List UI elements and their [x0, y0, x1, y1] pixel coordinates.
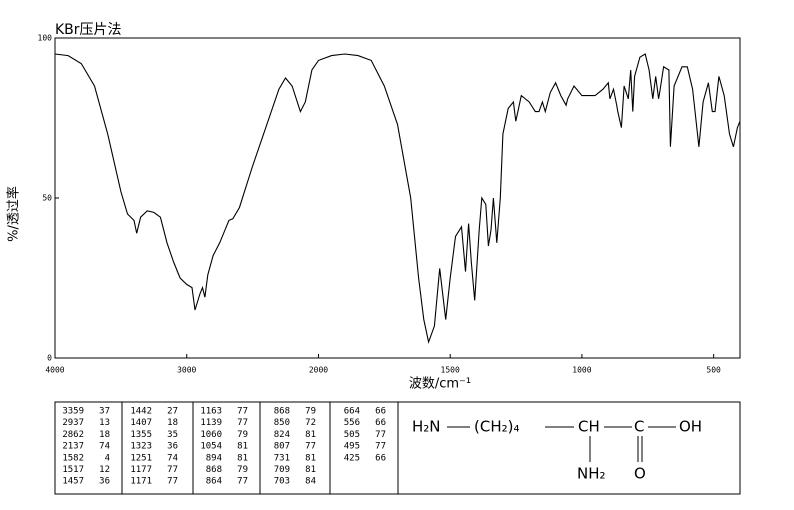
peak-transmittance: 77: [237, 407, 248, 417]
peak-wavenumber: 731: [274, 453, 290, 463]
peak-wavenumber: 505: [344, 430, 360, 440]
chem-group: (CH₂)₄: [474, 418, 519, 436]
chem-group: OH: [679, 418, 702, 436]
peak-transmittance: 84: [305, 477, 316, 487]
table-dividers: [121, 402, 399, 494]
chart-title: KBr压片法: [55, 22, 122, 38]
peak-wavenumber: 1457: [62, 477, 84, 487]
peak-wavenumber: 703: [274, 477, 290, 487]
peak-transmittance: 13: [99, 418, 110, 428]
peak-transmittance: 81: [237, 453, 248, 463]
peak-wavenumber: 824: [274, 430, 290, 440]
peak-wavenumber: 1054: [200, 442, 222, 452]
peak-transmittance: 74: [167, 453, 178, 463]
chem-group: C: [634, 418, 644, 436]
peak-wavenumber: 556: [344, 418, 360, 428]
structure: H₂N (CH₂)₄ CH C OH NH₂ O: [412, 418, 702, 483]
peak-transmittance: 4: [105, 453, 110, 463]
peak-transmittance: 18: [167, 418, 178, 428]
peak-wavenumber: 1060: [200, 430, 222, 440]
peak-wavenumber: 1323: [130, 442, 152, 452]
peak-transmittance: 81: [237, 442, 248, 452]
peak-transmittance: 36: [99, 477, 110, 487]
peak-wavenumber: 1163: [200, 407, 222, 417]
peak-transmittance: 79: [237, 430, 248, 440]
peak-wavenumber: 1582: [62, 453, 84, 463]
peak-wavenumber: 1442: [130, 407, 152, 417]
peak-transmittance: 77: [375, 442, 386, 452]
peak-wavenumber: 1139: [200, 418, 222, 428]
peak-wavenumber: 3359: [62, 407, 84, 417]
peak-transmittance: 66: [375, 418, 386, 428]
peak-wavenumber: 2937: [62, 418, 84, 428]
peak-transmittance: 79: [237, 465, 248, 475]
peak-wavenumber: 495: [344, 442, 360, 452]
spectrum-line: [54, 53, 741, 344]
x-tick-label: 3000: [177, 366, 196, 375]
peak-wavenumber: 2862: [62, 430, 84, 440]
peak-transmittance: 81: [305, 465, 316, 475]
y-tick-label: 0: [47, 354, 52, 363]
peak-transmittance: 72: [305, 418, 316, 428]
plot-frame: [54, 37, 741, 359]
peak-transmittance: 37: [99, 407, 110, 417]
peak-transmittance: 18: [99, 430, 110, 440]
peak-transmittance: 79: [305, 407, 316, 417]
peak-transmittance: 77: [305, 442, 316, 452]
peak-transmittance: 77: [375, 430, 386, 440]
peak-wavenumber: 709: [274, 465, 290, 475]
y-tick-label: 100: [38, 34, 53, 43]
peak-wavenumber: 850: [274, 418, 290, 428]
x-tick-label: 1000: [572, 366, 591, 375]
x-tick-label: 2000: [309, 366, 328, 375]
peak-transmittance: 77: [237, 418, 248, 428]
chem-group: H₂N: [412, 418, 441, 436]
peak-wavenumber: 1251: [130, 453, 152, 463]
peak-transmittance: 36: [167, 442, 178, 452]
peak-wavenumber: 894: [206, 453, 222, 463]
x-tick-label: 500: [706, 366, 721, 375]
y-axis-label: %/透过率: [6, 186, 22, 242]
chem-group: O: [634, 465, 646, 483]
peak-transmittance: 81: [305, 430, 316, 440]
peak-wavenumber: 1355: [130, 430, 152, 440]
peak-wavenumber: 868: [206, 465, 222, 475]
peak-wavenumber: 425: [344, 453, 360, 463]
peak-wavenumber: 1407: [130, 418, 152, 428]
peak-wavenumber: 1171: [130, 477, 152, 487]
x-tick-label: 4000: [45, 366, 64, 375]
peak-transmittance: 81: [305, 453, 316, 463]
x-axis-label: 波数/cm⁻¹: [409, 377, 471, 392]
peak-transmittance: 12: [99, 465, 110, 475]
peak-transmittance: 27: [167, 407, 178, 417]
peak-wavenumber: 807: [274, 442, 290, 452]
peak-transmittance: 77: [167, 477, 178, 487]
peak-transmittance: 35: [167, 430, 178, 440]
peak-wavenumber: 664: [344, 407, 360, 417]
chem-group: NH₂: [577, 465, 606, 483]
peak-wavenumber: 864: [206, 477, 222, 487]
peak-transmittance: 74: [99, 442, 110, 452]
peak-transmittance: 66: [375, 453, 386, 463]
peak-transmittance: 66: [375, 407, 386, 417]
peak-wavenumber: 868: [274, 407, 290, 417]
peak-wavenumber: 1517: [62, 465, 84, 475]
y-tick-label: 50: [42, 194, 52, 203]
chem-group: CH: [578, 418, 600, 436]
x-tick-label: 1500: [441, 366, 460, 375]
peak-transmittance: 77: [167, 465, 178, 475]
peak-transmittance: 77: [237, 477, 248, 487]
peak-wavenumber: 2137: [62, 442, 84, 452]
peak-wavenumber: 1177: [130, 465, 152, 475]
